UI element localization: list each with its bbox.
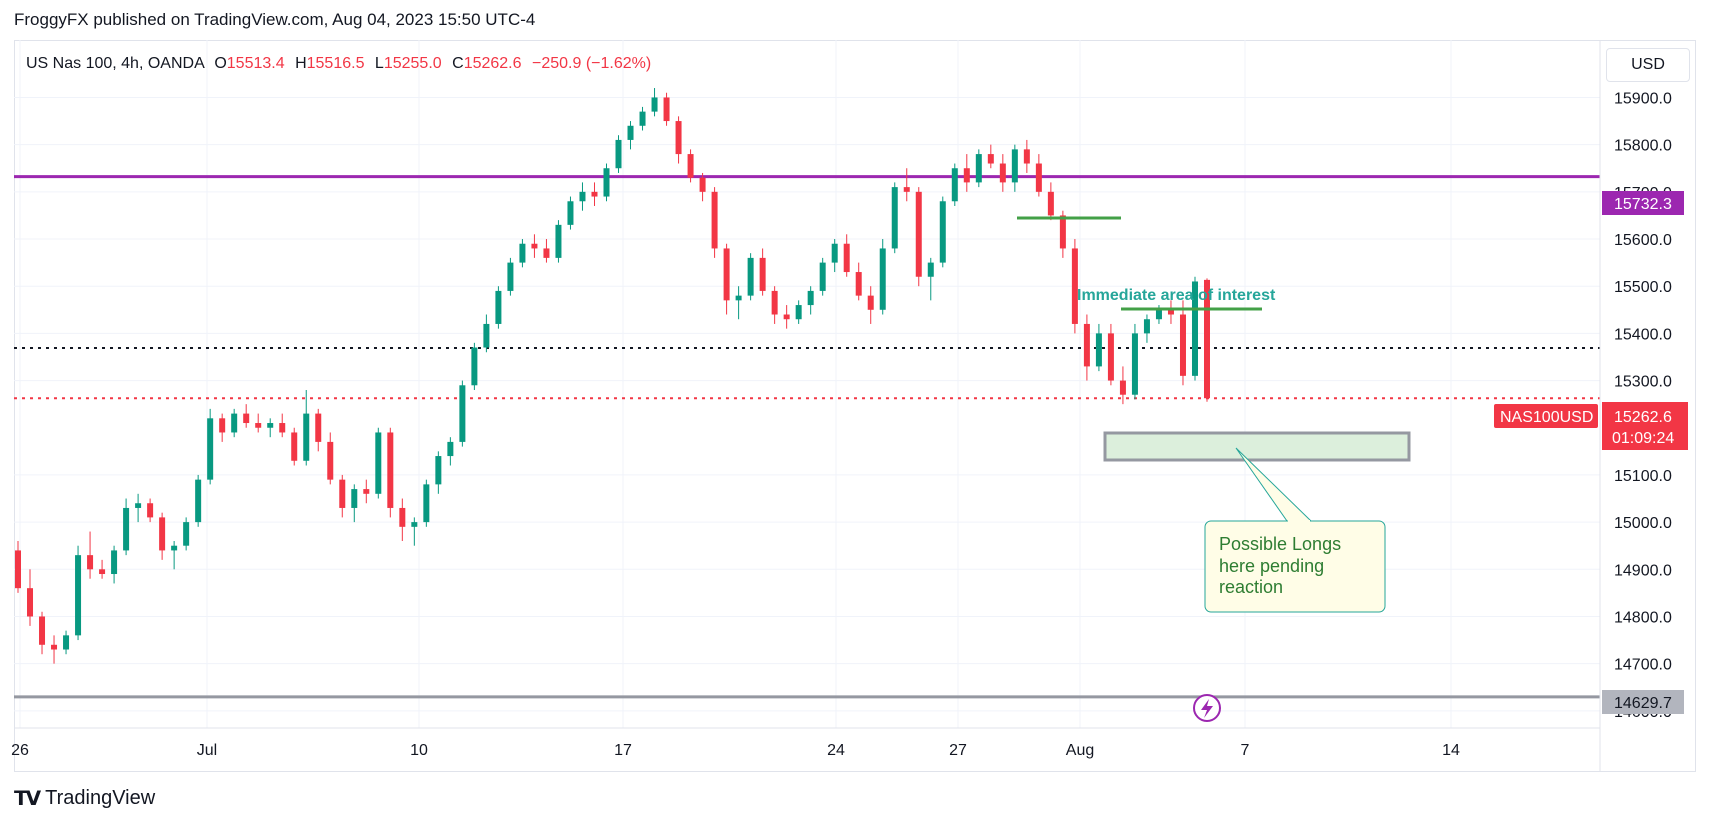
currency-selector[interactable]: USD [1606, 48, 1690, 82]
low-value: 15255.0 [383, 55, 442, 72]
tradingview-footer[interactable]: 𝗧𝗩 TradingView [14, 786, 155, 811]
change-value: −250.9 (−1.62%) [531, 55, 652, 72]
symbol-legend: US Nas 100, 4h, OANDA O15513.4 H15516.5 … [26, 55, 651, 73]
low-label: L [374, 55, 384, 72]
open-label: O [214, 55, 227, 72]
high-label: H [295, 55, 307, 72]
open-value: 15513.4 [226, 55, 285, 72]
tradingview-logo-icon: 𝗧𝗩 [14, 788, 41, 810]
brand-name: TradingView [45, 787, 156, 809]
high-value: 15516.5 [306, 55, 365, 72]
publish-info: FroggyFX published on TradingView.com, A… [14, 10, 536, 29]
close-label: C [452, 55, 464, 72]
chart-frame [14, 40, 1696, 772]
close-value: 15262.6 [463, 55, 522, 72]
symbol-name[interactable]: US Nas 100, 4h, OANDA [26, 55, 204, 72]
